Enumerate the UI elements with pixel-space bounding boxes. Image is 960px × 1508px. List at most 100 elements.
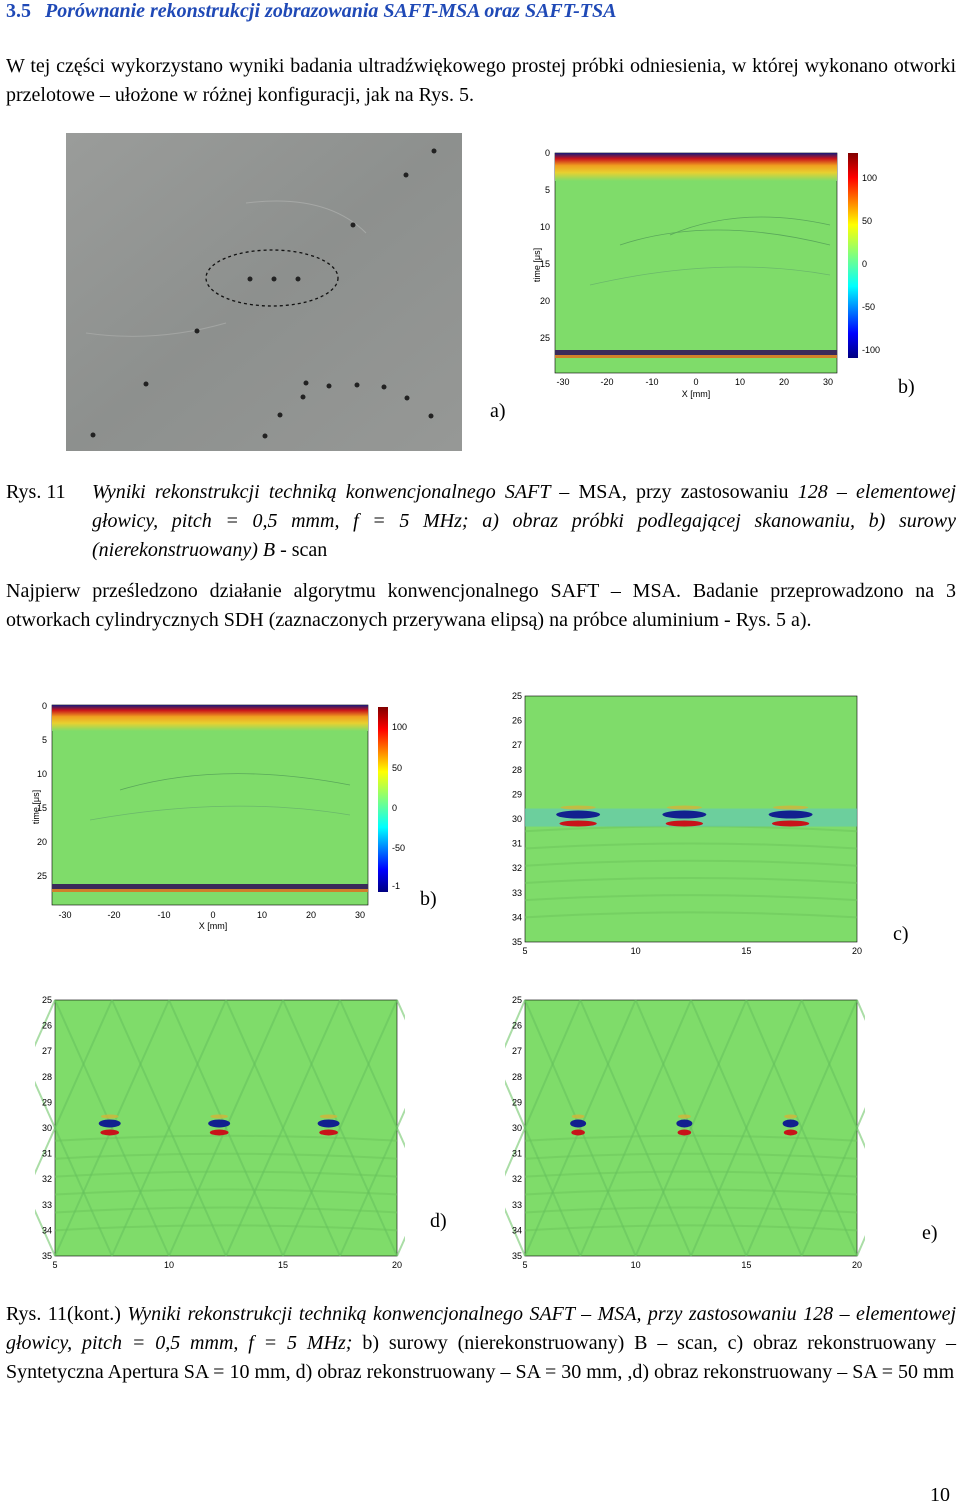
svg-text:0: 0 xyxy=(862,259,867,269)
svg-text:30: 30 xyxy=(355,910,365,920)
fig1-caption-number: Rys. 11 xyxy=(6,481,66,503)
fig1-label-a: a) xyxy=(490,400,506,422)
zoom-ytick: 28 xyxy=(512,1072,522,1082)
svg-text:10: 10 xyxy=(735,377,745,387)
svg-text:-50: -50 xyxy=(862,302,875,312)
svg-text:100: 100 xyxy=(862,173,877,183)
svg-text:-50: -50 xyxy=(392,843,405,853)
svg-text:0: 0 xyxy=(392,803,397,813)
section-heading: 3.5 Porównanie rekonstrukcji zobrazowania… xyxy=(6,0,616,23)
method-paragraph: Najpierw prześledzono działanie algorytm… xyxy=(6,580,956,631)
zoom-ytick: 34 xyxy=(512,1225,522,1235)
svg-text:-20: -20 xyxy=(107,910,120,920)
zoom-plot-e: 25 26 27 28 29 30 31 32 33 34 355 10 15 20 xyxy=(505,995,865,1270)
zoom-xtick: 5 xyxy=(522,946,527,956)
intro-paragraph: W tej części wykorzystano wyniki badania… xyxy=(6,55,956,106)
zoom-ytick: 32 xyxy=(512,1174,522,1184)
zoom-ytick: 35 xyxy=(512,937,522,947)
zoom-ytick: 25 xyxy=(512,691,522,701)
zoom-ytick: 28 xyxy=(512,765,522,775)
zoom-ytick: 26 xyxy=(512,716,522,726)
zoom-ytick: 32 xyxy=(42,1174,52,1184)
svg-text:20: 20 xyxy=(540,296,550,306)
zoom-ytick: 27 xyxy=(512,740,522,750)
bscan-plot-1: 0 5 10 15 20 25 time [μs] -30 -20 -10 0 … xyxy=(532,148,880,399)
colorbar-2-ticks: 100 50 0 -50 -1 xyxy=(392,722,407,891)
svg-text:10: 10 xyxy=(37,769,47,779)
zoom-xtick: 15 xyxy=(741,1260,751,1270)
svg-text:5: 5 xyxy=(42,735,47,745)
svg-text:-20: -20 xyxy=(600,377,613,387)
svg-text:10: 10 xyxy=(257,910,267,920)
zoom-ytick: 35 xyxy=(512,1251,522,1261)
svg-text:30: 30 xyxy=(823,377,833,387)
zoom-ytick: 26 xyxy=(42,1021,52,1031)
svg-text:25: 25 xyxy=(540,333,550,343)
svg-text:50: 50 xyxy=(862,216,872,226)
zoom-ytick: 25 xyxy=(42,995,52,1005)
dashed-ellipse xyxy=(205,249,339,307)
zoom-xtick: 20 xyxy=(852,1260,862,1270)
svg-text:0: 0 xyxy=(42,701,47,711)
page-number: 10 xyxy=(930,1484,950,1506)
zoom-ytick: 29 xyxy=(42,1097,52,1107)
svg-text:0: 0 xyxy=(210,910,215,920)
bscan2-xticks: -30 -20 -10 0 10 20 30 xyxy=(58,910,365,920)
zoom-ytick: 35 xyxy=(42,1251,52,1261)
bscan1-ylabel: time [μs] xyxy=(532,248,542,282)
zoom-ytick: 29 xyxy=(512,789,522,799)
svg-text:20: 20 xyxy=(37,837,47,847)
colorbar-1 xyxy=(848,153,858,358)
zoom-ytick: 28 xyxy=(42,1072,52,1082)
fig2-caption-rest: b) surowy (nierekonstruowany) B – scan, … xyxy=(6,1332,957,1383)
svg-text:5: 5 xyxy=(545,185,550,195)
zoom-ytick: 27 xyxy=(42,1046,52,1056)
svg-text:0: 0 xyxy=(693,377,698,387)
zoom-xtick: 10 xyxy=(164,1260,174,1270)
colorbar-2 xyxy=(378,707,388,892)
fig2-label-d: d) xyxy=(430,1210,447,1232)
zoom-xtick: 5 xyxy=(52,1260,57,1270)
zoom-xtick: 5 xyxy=(522,1260,527,1270)
svg-text:-10: -10 xyxy=(645,377,658,387)
svg-text:25: 25 xyxy=(37,871,47,881)
svg-text:-100: -100 xyxy=(862,345,880,355)
zoom-ytick: 25 xyxy=(512,995,522,1005)
fig2-caption-italic: Wyniki rekonstrukcji techniką konwencjon… xyxy=(6,1303,956,1354)
zoom-xtick: 15 xyxy=(278,1260,288,1270)
zoom-ytick: 31 xyxy=(512,1149,522,1159)
fig1-label-b: b) xyxy=(898,376,915,398)
zoom-ytick: 30 xyxy=(512,814,522,824)
svg-text:-30: -30 xyxy=(556,377,569,387)
colorbar-1-ticks: 100 50 0 -50 -100 xyxy=(862,173,880,355)
svg-text:15: 15 xyxy=(37,803,47,813)
fig1-caption: Wyniki rekonstrukcji techniką konwencjon… xyxy=(92,478,956,565)
bscan1-xlabel: X [mm] xyxy=(682,389,711,399)
zoom-xtick: 15 xyxy=(741,946,751,956)
fig2-caption: Rys. 11(kont.) Wyniki rekonstrukcji tech… xyxy=(6,1300,956,1387)
zoom-ytick: 34 xyxy=(42,1225,52,1235)
svg-text:-30: -30 xyxy=(58,910,71,920)
zoom-ytick: 31 xyxy=(512,839,522,849)
zoom-ytick: 33 xyxy=(512,888,522,898)
svg-text:10: 10 xyxy=(540,222,550,232)
section-title: Porównanie rekonstrukcji zobrazowania SA… xyxy=(45,0,617,22)
svg-text:20: 20 xyxy=(306,910,316,920)
zoom-xtick: 10 xyxy=(631,946,641,956)
fig1-caption-b: MSA, przy zastosowaniu xyxy=(578,481,789,503)
zoom-ytick: 33 xyxy=(512,1200,522,1210)
zoom-ytick: 31 xyxy=(42,1149,52,1159)
zoom-ytick: 30 xyxy=(42,1123,52,1133)
zoom-ytick: 26 xyxy=(512,1021,522,1031)
zoom-ytick: 32 xyxy=(512,863,522,873)
zoom-plot-d: 25 26 27 28 29 30 31 32 33 34 355 10 15 20 xyxy=(35,995,405,1270)
bscan1-xticks: -30 -20 -10 0 10 20 30 xyxy=(556,377,833,387)
svg-text:20: 20 xyxy=(779,377,789,387)
sample-photo xyxy=(66,133,462,451)
svg-text:-10: -10 xyxy=(157,910,170,920)
zoom-plot-c: 25 26 27 28 29 30 31 32 33 34 355 10 15 20 xyxy=(512,691,862,956)
fig1-caption-a: Wyniki rekonstrukcji techniką konwencjon… xyxy=(92,481,570,503)
zoom-ytick: 30 xyxy=(512,1123,522,1133)
fig1-caption-c: 128 – elementowej głowicy, pitch = 0,5 m… xyxy=(92,481,957,561)
fig1-caption-d: - scan xyxy=(280,539,328,561)
